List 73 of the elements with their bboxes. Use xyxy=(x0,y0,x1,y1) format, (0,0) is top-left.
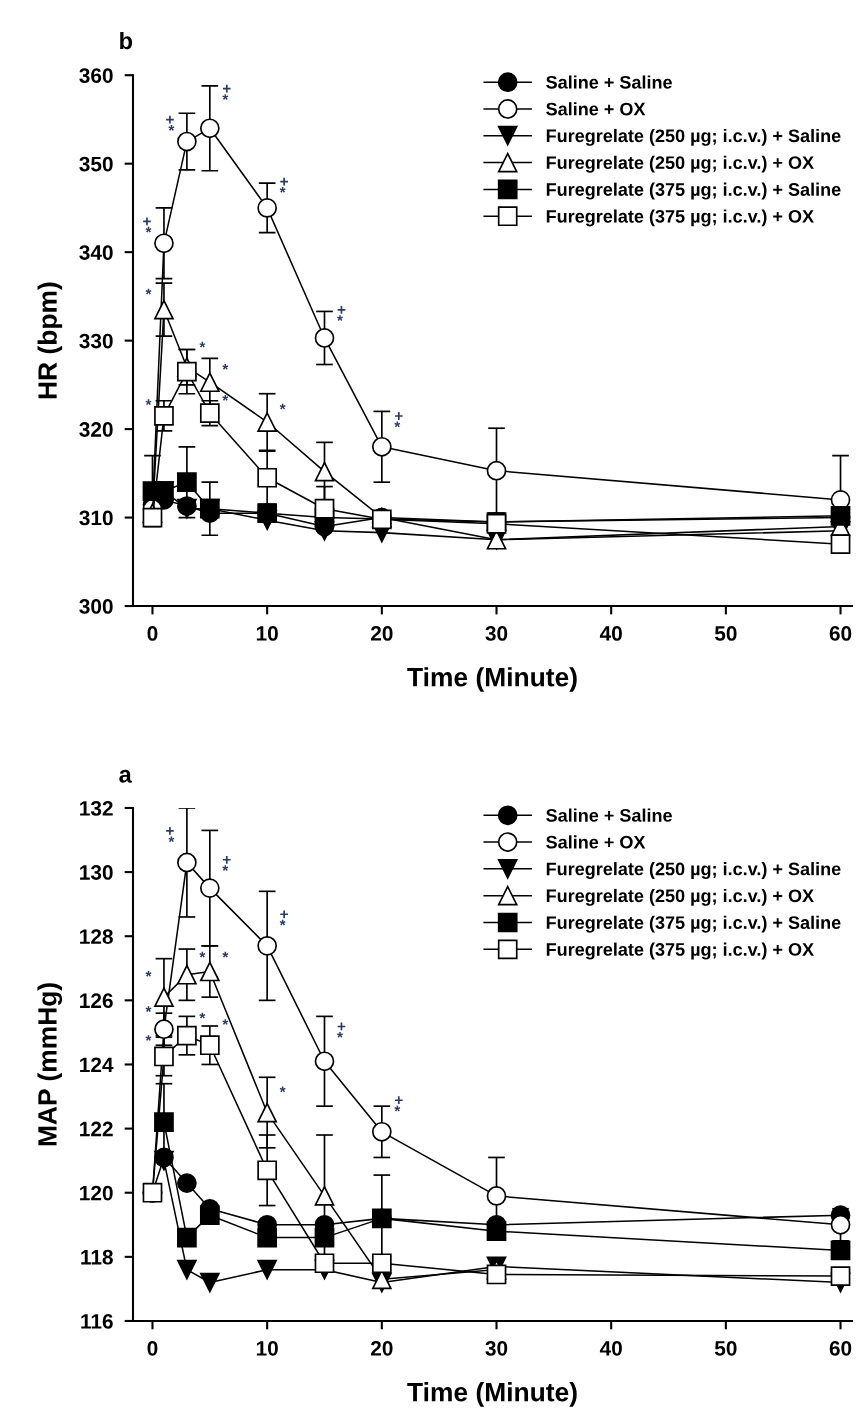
y-tick-label: 126 xyxy=(80,993,113,1009)
x-axis-title: Time (Minute) xyxy=(407,1382,577,1407)
y-tick-label: 320 xyxy=(79,422,113,437)
legend-label: Furegrelate (375 µg; i.c.v.) + OX xyxy=(546,942,814,960)
y-tick-label: 360 xyxy=(79,68,113,83)
y-tick-label: 120 xyxy=(80,1185,113,1201)
annotation: + * xyxy=(337,305,346,321)
annotation: * xyxy=(279,1086,286,1093)
y-tick-label: 130 xyxy=(80,865,113,880)
annotation: + * xyxy=(222,855,231,871)
annotation: * xyxy=(199,341,206,348)
annotation: * xyxy=(145,1035,152,1041)
chart-title: a xyxy=(119,769,132,783)
legend-label: Saline + Saline xyxy=(546,808,672,822)
y-axis-title: HR (bpm) xyxy=(37,282,63,399)
legend-label: Furegrelate (250 µg; i.c.v.) + Saline xyxy=(546,128,841,146)
y-tick-label: 116 xyxy=(81,1313,113,1329)
annotation: + * xyxy=(394,412,403,428)
y-tick-label: 330 xyxy=(79,333,113,349)
legend-label: Furegrelate (375 µg; i.c.v.) + Saline xyxy=(546,182,841,200)
legend-label: Saline + OX xyxy=(546,835,646,849)
chart-title: b xyxy=(120,31,133,50)
annotation: + * xyxy=(394,1096,403,1112)
annotation: + * xyxy=(166,115,175,131)
annotation: * xyxy=(145,288,152,295)
annotation: + * xyxy=(166,827,175,843)
x-tick-label: 20 xyxy=(370,1340,393,1356)
legend-label: Furegrelate (375 µg; i.c.v.) + Saline xyxy=(546,915,841,933)
annotation: + * xyxy=(222,84,231,100)
x-tick-label: 0 xyxy=(147,626,158,641)
annotation: * xyxy=(222,951,229,958)
x-tick-label: 30 xyxy=(485,626,508,641)
annotation: * xyxy=(279,403,286,410)
legend-label: Furegrelate (250 µg; i.c.v.) + OX xyxy=(546,888,814,906)
x-axis-title: Time (Minute) xyxy=(407,667,577,692)
annotation: + * xyxy=(337,1022,346,1038)
x-tick-label: 40 xyxy=(599,1340,622,1356)
x-tick-label: 50 xyxy=(714,1340,737,1356)
annotation: + * xyxy=(143,217,152,233)
x-tick-label: 10 xyxy=(256,626,278,641)
legend-label: Saline + OX xyxy=(546,102,646,116)
x-tick-label: 50 xyxy=(714,626,737,641)
legend-label: Saline + Saline xyxy=(546,75,672,89)
y-tick-label: 340 xyxy=(79,245,113,260)
legend-label: Furegrelate (250 µg; i.c.v.) + Saline xyxy=(546,862,841,879)
y-tick-label: 128 xyxy=(80,929,113,944)
x-tick-label: 10 xyxy=(256,1340,278,1356)
x-tick-label: 20 xyxy=(370,626,393,641)
x-tick-label: 60 xyxy=(829,1340,852,1356)
y-tick-label: 132 xyxy=(80,800,113,816)
x-tick-label: 0 xyxy=(147,1340,158,1356)
y-tick-label: 118 xyxy=(81,1249,113,1265)
annotation: * xyxy=(145,399,152,406)
y-tick-label: 310 xyxy=(79,510,113,526)
x-tick-label: 30 xyxy=(485,1340,508,1356)
y-tick-label: 350 xyxy=(79,156,113,172)
annotation: * xyxy=(199,1012,206,1019)
y-tick-label: 124 xyxy=(80,1057,114,1073)
annotation: * xyxy=(145,971,152,977)
annotation: * xyxy=(222,363,229,370)
y-axis-title: MAP (mmHg) xyxy=(37,983,63,1146)
annotation: + * xyxy=(279,177,288,193)
y-tick-label: 122 xyxy=(80,1121,113,1137)
annotation: * xyxy=(222,1019,229,1025)
annotation: + * xyxy=(279,910,288,926)
x-tick-label: 60 xyxy=(829,626,852,641)
annotation: * xyxy=(145,1006,152,1013)
annotation: * xyxy=(222,394,229,401)
legend-label: Furegrelate (375 µg; i.c.v.) + OX xyxy=(546,209,814,227)
x-tick-label: 40 xyxy=(599,626,622,641)
y-tick-label: 300 xyxy=(79,599,113,614)
legend-label: Furegrelate (250 µg; i.c.v.) + OX xyxy=(546,155,814,173)
annotation: * xyxy=(199,951,206,958)
